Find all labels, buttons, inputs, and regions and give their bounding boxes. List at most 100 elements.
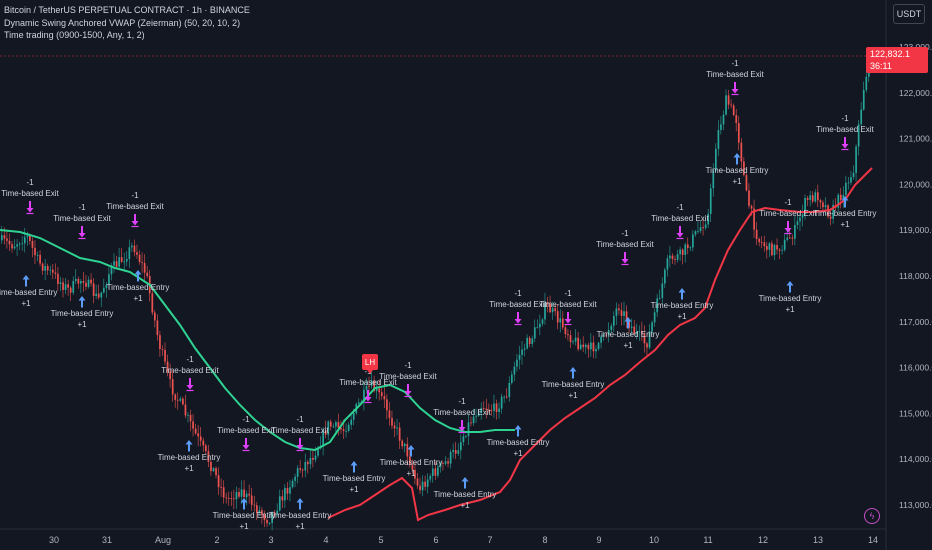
candle-body	[332, 426, 335, 428]
candle-body	[584, 344, 587, 348]
candle-body	[414, 469, 416, 479]
candle-body	[256, 505, 258, 513]
candle-body	[151, 293, 154, 313]
vwap-line-red	[327, 167, 873, 522]
candle-body	[704, 224, 707, 229]
symbol-title[interactable]: Bitcoin / TetherUS PERPETUAL CONTRACT · …	[4, 5, 250, 15]
arrow-up-icon	[569, 367, 577, 379]
candle-body	[850, 177, 852, 183]
arrow-up-icon	[78, 296, 86, 308]
candle-body	[771, 243, 773, 256]
candle-body	[317, 448, 319, 456]
candle-body	[842, 194, 845, 201]
candle-body	[526, 337, 528, 349]
candle-body	[429, 475, 432, 480]
time-tick-label: 31	[102, 535, 112, 545]
candle-body	[166, 361, 169, 372]
candle-body	[368, 385, 370, 387]
entry-signal-label: Time-based Entry	[158, 453, 221, 462]
candle-body	[457, 450, 460, 454]
candle-body	[253, 504, 256, 506]
candle-body	[722, 114, 725, 125]
candle-body	[625, 311, 628, 322]
time-tick-label: 2	[214, 535, 219, 545]
candle-body	[528, 337, 531, 344]
candle-body	[192, 421, 194, 429]
arrow-down-icon	[731, 82, 739, 94]
candle-body	[154, 312, 156, 321]
arrow-down-icon	[364, 390, 372, 402]
candle-body	[322, 430, 324, 446]
candle-body	[763, 242, 766, 247]
candle-body	[187, 414, 189, 416]
candle-body	[778, 249, 781, 251]
exit-signal-label: Time-based Exit	[489, 300, 547, 309]
candle-body	[799, 217, 801, 222]
candle-body	[120, 257, 123, 262]
candle-body	[806, 198, 809, 200]
candle-body	[337, 422, 340, 428]
candle-body	[23, 237, 26, 244]
candle-body	[452, 450, 455, 453]
exit-signal-label: Time-based Exit	[271, 426, 329, 435]
candle-body	[261, 510, 263, 515]
candle-body	[383, 396, 386, 400]
candle-body	[174, 394, 177, 400]
exit-signal-label: Time-based Exit	[339, 378, 397, 387]
time-tick-label: 8	[542, 535, 547, 545]
candle-body	[470, 422, 472, 424]
entry-signal-label: Time-based Entry	[706, 166, 769, 175]
candle-body	[431, 468, 434, 476]
candle-body	[666, 258, 669, 270]
candle-body	[46, 266, 49, 271]
candle-body	[258, 510, 261, 513]
candle-body	[503, 396, 506, 398]
indicator-vwap-label[interactable]: Dynamic Swing Anchored VWAP (Zeierman) (…	[4, 17, 241, 28]
candle-body	[179, 398, 182, 401]
entry-signal-label: Time-based Entry	[380, 458, 443, 467]
candle-body	[62, 282, 64, 290]
time-tick-label: 30	[49, 535, 59, 545]
candle-body	[454, 450, 457, 454]
candle-body	[54, 272, 57, 274]
candle-body	[564, 327, 567, 335]
candle-body	[643, 334, 646, 344]
price-tick-label: 121,000.0	[899, 134, 932, 144]
indicator-time-label[interactable]: Time trading (0900-1500, Any, 1, 2)	[4, 30, 145, 40]
candle-body	[592, 342, 595, 352]
time-tick-label: 5	[378, 535, 383, 545]
currency-button[interactable]: USDT	[893, 4, 925, 24]
candle-body	[508, 382, 511, 398]
candle-body	[620, 310, 623, 316]
arrow-down-icon	[131, 214, 139, 226]
arrow-up-icon	[841, 196, 849, 208]
candle-body	[865, 76, 868, 90]
candle-body	[824, 205, 827, 208]
arrow-up-icon	[296, 498, 304, 510]
entry-qty-label: +1	[406, 469, 416, 478]
candle-body	[829, 216, 832, 219]
candle-body	[475, 415, 477, 417]
entry-signal-label: Time-based Entry	[651, 301, 714, 310]
candle-body	[182, 398, 184, 405]
candle-body	[735, 115, 738, 124]
candle-body	[419, 485, 421, 491]
candle-body	[539, 323, 541, 328]
candle-body	[266, 520, 268, 524]
candle-body	[460, 442, 462, 451]
candle-body	[572, 341, 574, 343]
price-tick-label: 117,000.0	[899, 317, 932, 327]
candle-body	[169, 371, 171, 380]
candle-body	[801, 214, 804, 218]
candle-body	[727, 95, 730, 105]
price-axis[interactable]: 123,000.0122,000.0121,000.0120,000.0119,…	[899, 42, 932, 510]
bolt-icon[interactable]: ϟ	[864, 508, 880, 524]
time-axis[interactable]: 30 31 Aug 2 3 4 5 6 7 8 9 10 11 12 13 14	[49, 535, 878, 545]
candle-body	[505, 396, 508, 398]
candle-body	[745, 175, 748, 191]
candle-body	[299, 468, 302, 470]
exit-signal-label: Time-based Exit	[161, 366, 219, 375]
arrow-up-icon	[733, 153, 741, 165]
candle-body	[189, 414, 192, 422]
